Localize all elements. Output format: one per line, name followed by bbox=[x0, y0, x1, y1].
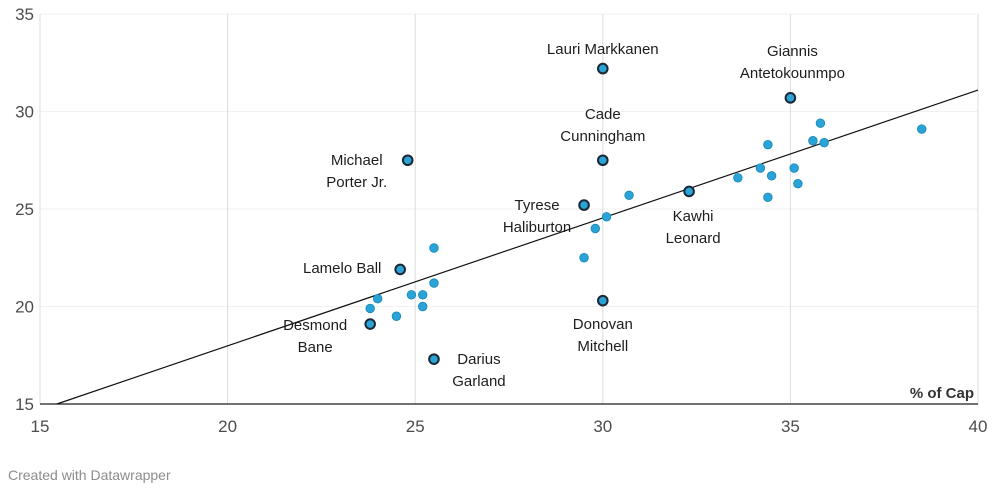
data-point-highlighted[interactable] bbox=[364, 318, 376, 330]
data-point[interactable] bbox=[819, 137, 829, 148]
data-point[interactable] bbox=[808, 136, 818, 146]
data-point[interactable] bbox=[406, 290, 417, 300]
data-point[interactable] bbox=[418, 290, 428, 300]
x-tick-label: 15 bbox=[31, 417, 50, 436]
data-point-highlighted[interactable] bbox=[394, 263, 406, 276]
data-point[interactable] bbox=[579, 253, 589, 263]
trend-line bbox=[56, 89, 979, 405]
data-point[interactable] bbox=[372, 294, 383, 304]
data-point-highlighted[interactable] bbox=[597, 294, 609, 307]
x-tick-label: 35 bbox=[781, 417, 800, 436]
x-tick-label: 25 bbox=[406, 417, 425, 436]
y-tick-label: 25 bbox=[15, 200, 34, 219]
y-tick-label: 15 bbox=[15, 395, 34, 414]
data-point[interactable] bbox=[815, 118, 826, 128]
data-point[interactable] bbox=[917, 124, 927, 134]
data-point-highlighted[interactable] bbox=[683, 185, 695, 198]
data-point-highlighted[interactable] bbox=[428, 353, 440, 365]
data-point-highlighted[interactable] bbox=[401, 154, 414, 167]
data-point[interactable] bbox=[429, 278, 439, 288]
data-point[interactable] bbox=[418, 301, 428, 312]
data-point[interactable] bbox=[789, 163, 799, 173]
data-point[interactable] bbox=[365, 303, 375, 314]
y-tick-label: 30 bbox=[15, 103, 34, 122]
y-tick-label: 35 bbox=[15, 5, 34, 24]
data-point[interactable] bbox=[763, 192, 773, 203]
data-point[interactable] bbox=[429, 243, 439, 253]
data-point[interactable] bbox=[733, 173, 743, 183]
y-tick-label: 20 bbox=[15, 298, 34, 317]
x-tick-label: 30 bbox=[593, 417, 612, 436]
data-point-highlighted[interactable] bbox=[597, 62, 609, 75]
data-point-highlighted[interactable] bbox=[597, 154, 609, 167]
data-point[interactable] bbox=[590, 223, 600, 234]
data-point[interactable] bbox=[763, 139, 773, 150]
data-point[interactable] bbox=[391, 311, 402, 321]
data-point-highlighted[interactable] bbox=[784, 92, 797, 104]
x-tick-label: 40 bbox=[969, 417, 988, 436]
credit-line: Created with Datawrapper bbox=[8, 467, 171, 483]
x-tick-label: 20 bbox=[218, 417, 237, 436]
data-point[interactable] bbox=[766, 171, 777, 181]
x-axis-title: % of Cap bbox=[909, 385, 974, 402]
data-point[interactable] bbox=[793, 178, 803, 189]
data-point-highlighted[interactable] bbox=[578, 199, 590, 211]
data-point[interactable] bbox=[624, 190, 634, 201]
data-point[interactable] bbox=[755, 163, 766, 173]
data-point[interactable] bbox=[601, 212, 612, 222]
